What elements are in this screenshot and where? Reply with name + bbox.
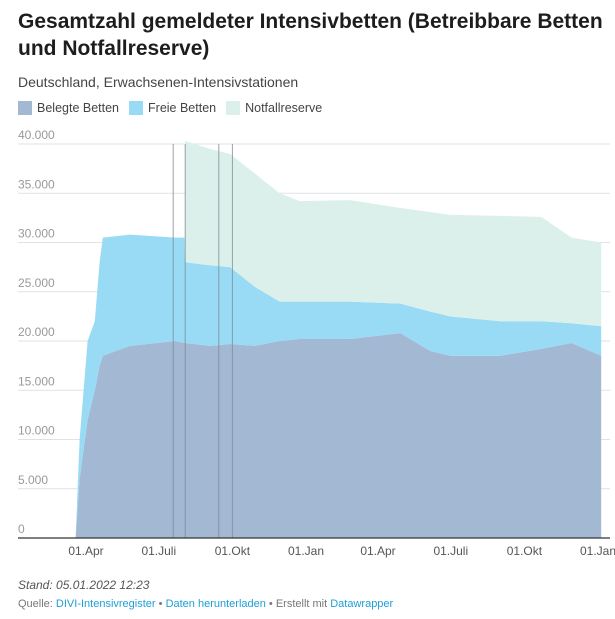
legend-swatch-belegt xyxy=(18,101,32,115)
area-freie-betten xyxy=(75,234,602,538)
legend-label: Belegte Betten xyxy=(37,101,120,115)
datawrapper-link[interactable]: Datawrapper xyxy=(330,598,394,610)
area-notfallreserve xyxy=(185,141,602,327)
legend-label: Notfallreserve xyxy=(245,101,323,115)
y-tick-label: 10.000 xyxy=(18,424,55,438)
x-tick-label: 01.Apr xyxy=(360,544,395,558)
source-line: Quelle: DIVI-Intensivregister • Daten he… xyxy=(18,598,393,610)
y-tick-label: 30.000 xyxy=(18,227,55,241)
legend-item-freie-betten: Freie Betten xyxy=(129,101,216,115)
area-belegte-betten xyxy=(75,333,602,538)
x-tick-label: 01.Jan xyxy=(580,544,615,558)
legend-item-notfallreserve: Notfallreserve xyxy=(226,101,322,115)
y-tick-label: 15.000 xyxy=(18,374,55,388)
y-tick-label: 25.000 xyxy=(18,276,55,290)
stand-timestamp: Stand: 05.01.2022 12:23 xyxy=(18,578,150,592)
x-tick-label: 01.Okt xyxy=(215,544,251,558)
y-tick-label: 0 xyxy=(18,522,25,536)
source-prefix: Quelle: xyxy=(18,598,53,610)
x-tick-label: 01.Juli xyxy=(141,544,176,558)
chart-title: Gesamtzahl gemeldeter Intensivbetten (Be… xyxy=(18,10,603,60)
y-tick-label: 5.000 xyxy=(18,473,48,487)
created-with-text: • Erstellt mit xyxy=(268,598,328,610)
legend-swatch-frei xyxy=(129,101,144,115)
legend: Belegte Betten Freie Betten Notfallreser… xyxy=(18,101,322,115)
legend-item-belegte-betten: Belegte Betten xyxy=(18,101,119,115)
separator: • xyxy=(158,598,163,610)
download-data-link[interactable]: Daten herunterladen xyxy=(165,598,266,610)
divi-link[interactable]: DIVI-Intensivregister xyxy=(55,598,156,610)
y-tick-label: 35.000 xyxy=(18,177,55,191)
x-tick-label: 01.Apr xyxy=(68,544,103,558)
legend-swatch-notfall xyxy=(226,101,241,115)
x-tick-label: 01.Jan xyxy=(288,544,324,558)
x-tick-label: 01.Juli xyxy=(433,544,468,558)
y-tick-label: 20.000 xyxy=(18,325,55,339)
y-tick-label: 40.000 xyxy=(18,128,55,142)
x-tick-label: 01.Okt xyxy=(507,544,543,558)
legend-label: Freie Betten xyxy=(148,101,217,115)
chart-subtitle: Deutschland, Erwachsenen-Intensivstation… xyxy=(18,74,299,90)
